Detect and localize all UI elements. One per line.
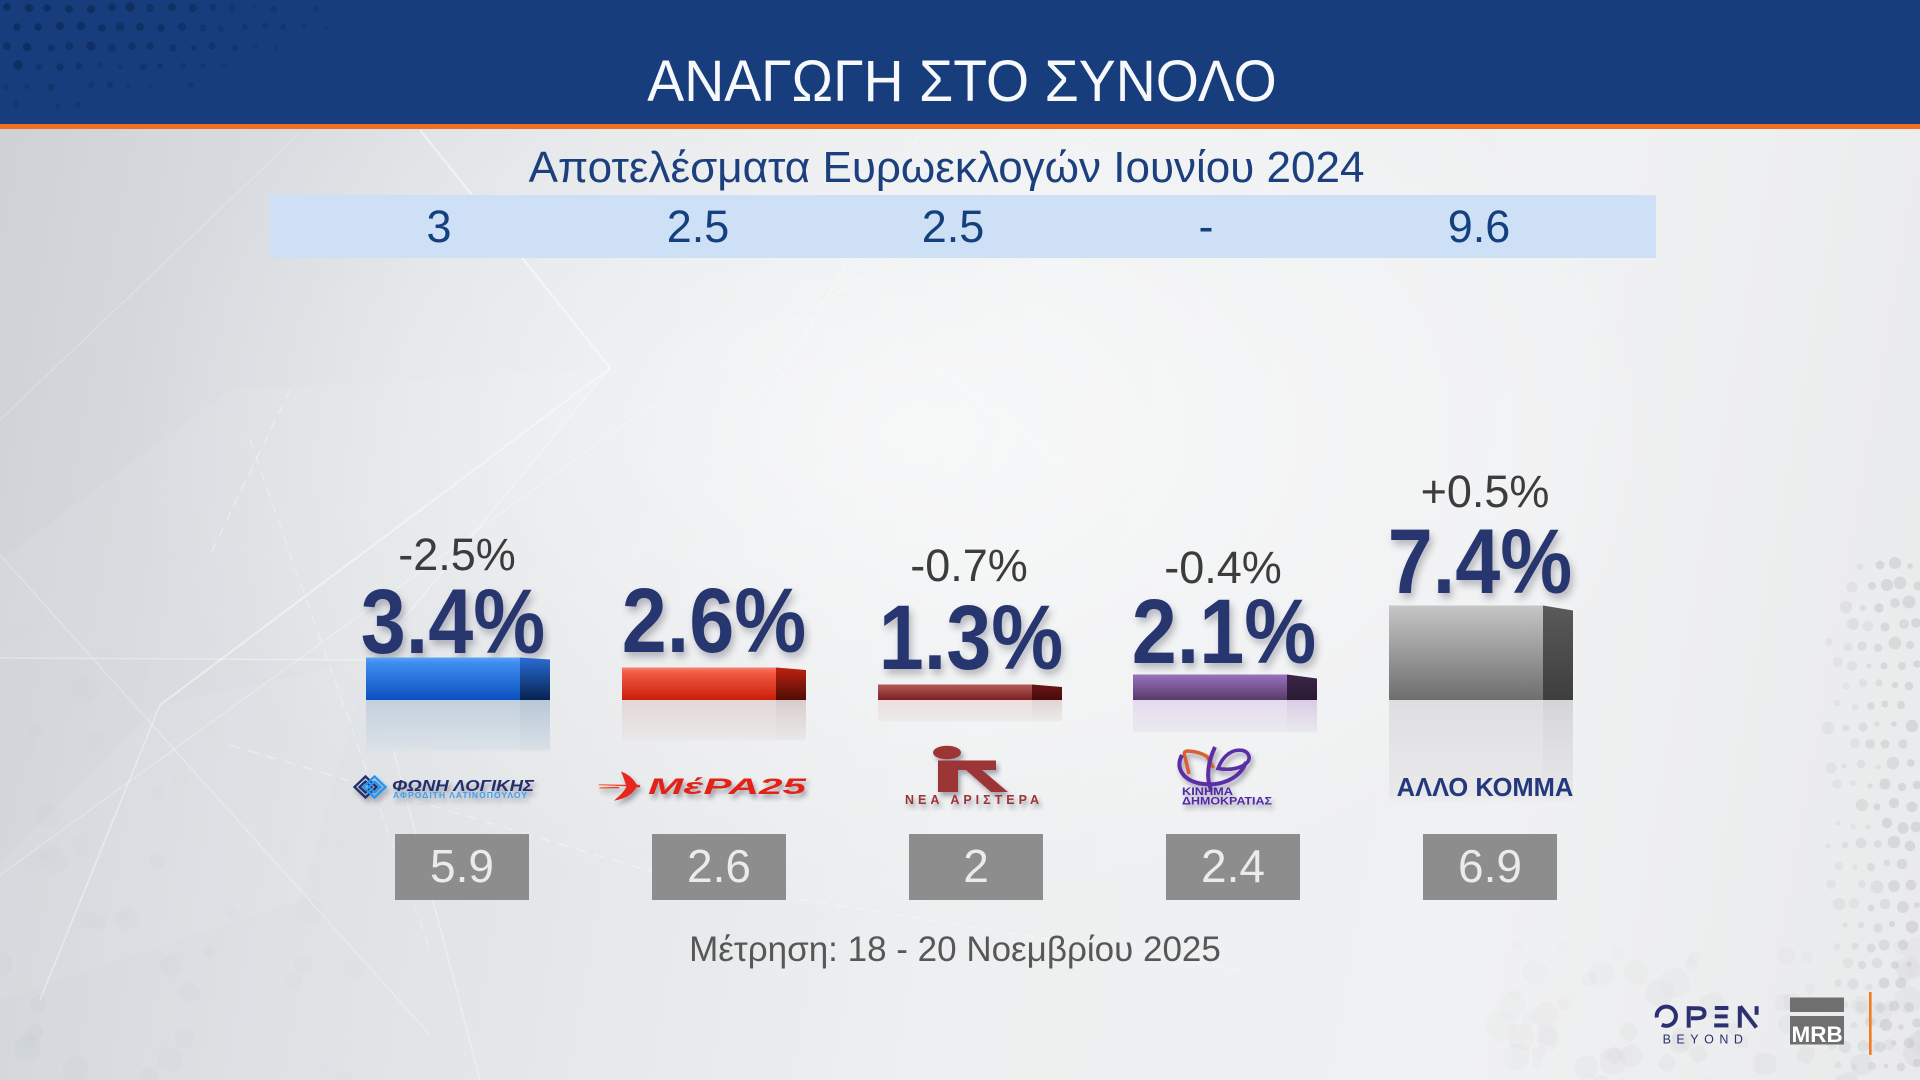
svg-text:MRB: MRB [1792,1022,1843,1047]
svg-text:ΚΙΝΗΜΑ: ΚΙΝΗΜΑ [1182,786,1233,798]
svg-text:ΑΦΡΟΔΙΤΗ ΛΑΤΙΝΟΠΟΥΛΟΥ: ΑΦΡΟΔΙΤΗ ΛΑΤΙΝΟΠΟΥΛΟΥ [393,790,527,800]
svg-text:BEYOND: BEYOND [1663,1033,1749,1047]
svg-text:ΦΩΝΗ ΛΟΓΙΚΗΣ: ΦΩΝΗ ΛΟΓΙΚΗΣ [392,778,535,795]
svg-text:ΜέΡΑ25: ΜέΡΑ25 [648,774,807,799]
svg-text:ΔΗΜΟΚΡΑΤΙΑΣ: ΔΗΜΟΚΡΑΤΙΑΣ [1182,796,1272,808]
svg-text:ΝΕΑ ΑΡΙΣΤΕΡΑ: ΝΕΑ ΑΡΙΣΤΕΡΑ [905,793,1039,807]
